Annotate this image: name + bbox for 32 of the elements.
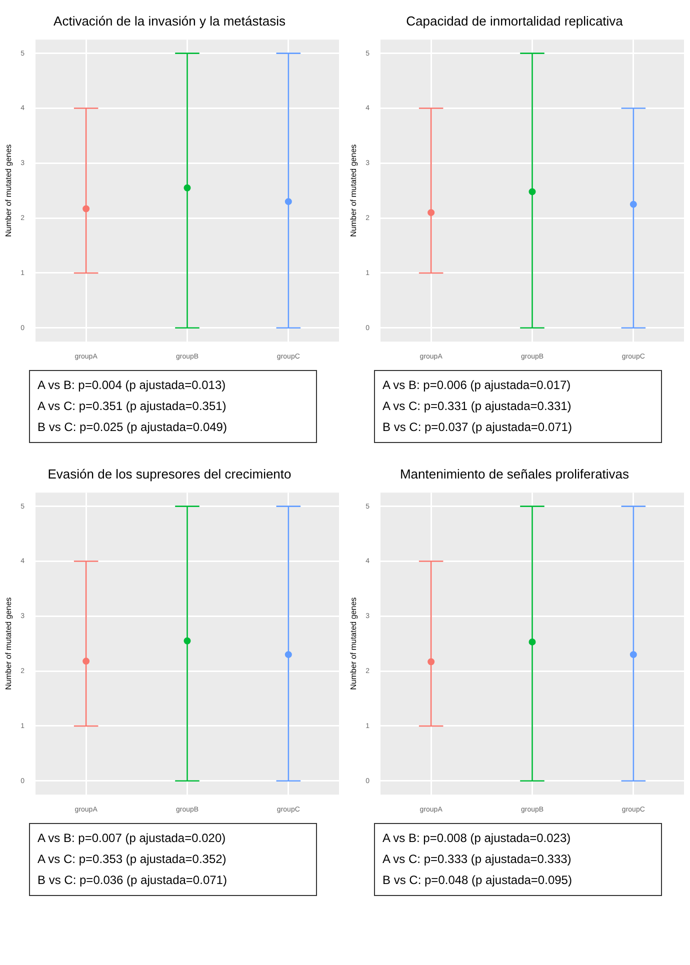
chart-title: Mantenimiento de señales proliferativas: [400, 466, 630, 482]
point: [184, 637, 191, 644]
text: B vs C: p=0.037 (p ajustada=0.071): [382, 419, 573, 436]
text: A vs B: p=0.006 (p ajustada=0.017): [382, 377, 572, 394]
y-axis-title: Number of mutated genes: [4, 144, 14, 237]
text: A vs C: p=0.351 (p ajustada=0.351): [38, 398, 228, 415]
point: [630, 651, 637, 658]
point: [630, 200, 637, 208]
point: [528, 638, 536, 646]
text: A vs C: p=0.353 (p ajustada=0.352): [38, 851, 228, 868]
text: B vs C: p=0.036 (p ajustada=0.071): [38, 872, 228, 889]
point: [528, 188, 536, 196]
y-axis-title: Number of mutated genes: [4, 597, 14, 690]
text: A vs C: p=0.333 (p ajustada=0.333): [382, 851, 572, 868]
text: A vs B: p=0.007 (p ajustada=0.020): [38, 830, 227, 847]
chart-title: Activación de la invasión y la metástasis: [54, 13, 286, 28]
text: A vs B: p=0.008 (p ajustada=0.023): [382, 830, 572, 847]
point: [428, 209, 435, 216]
point: [82, 205, 90, 212]
chart-title: Capacidad de inmortalidad replicativa: [406, 13, 624, 28]
text: A vs C: p=0.331 (p ajustada=0.331): [382, 398, 572, 415]
y-axis-title: Number of mutated genes: [349, 144, 358, 237]
point: [284, 651, 292, 658]
y-axis-title: Number of mutated genes: [349, 597, 358, 690]
point: [284, 198, 292, 206]
point: [82, 658, 90, 665]
point: [428, 658, 435, 666]
point: [184, 184, 191, 192]
chart-title: Evasión de los supresores del crecimiento: [48, 466, 292, 482]
text: A vs B: p=0.004 (p ajustada=0.013): [38, 377, 227, 394]
text: B vs C: p=0.025 (p ajustada=0.049): [38, 419, 228, 436]
text: B vs C: p=0.048 (p ajustada=0.095): [382, 872, 573, 889]
